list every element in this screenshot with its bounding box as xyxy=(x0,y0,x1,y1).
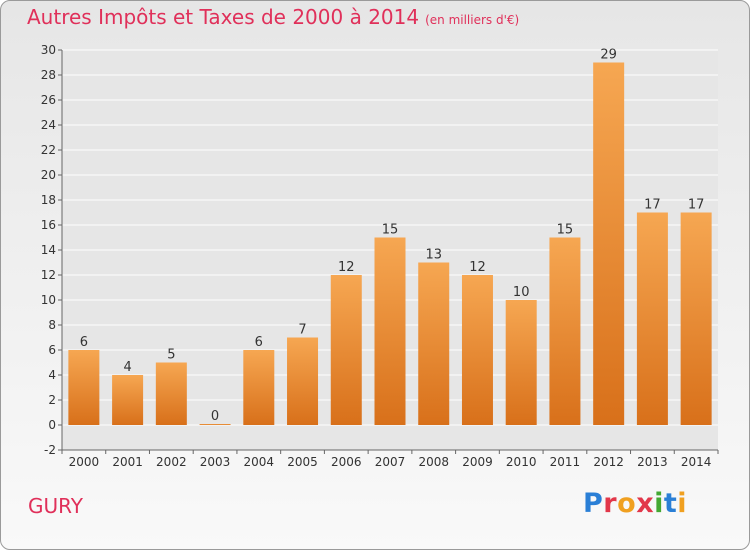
data-label-2002: 5 xyxy=(167,348,175,363)
y-tick-label: 10 xyxy=(41,293,56,307)
x-tick-label-2004: 2004 xyxy=(244,455,275,469)
bars: 6 4 5 0 6 7 12 15 13 12 10 15 29 17 17 xyxy=(68,48,712,425)
data-label-2009: 12 xyxy=(469,260,486,275)
bar-2005 xyxy=(287,337,319,425)
x-tick-label-2010: 2010 xyxy=(506,455,537,469)
data-label-2008: 13 xyxy=(425,248,442,263)
bar-2001 xyxy=(112,375,144,425)
x-tick-label-2003: 2003 xyxy=(200,455,231,469)
bar-2006 xyxy=(330,275,362,425)
bar-2003 xyxy=(199,424,231,425)
data-label-2013: 17 xyxy=(644,198,661,213)
y-tick-label: 20 xyxy=(41,168,56,182)
data-label-2007: 15 xyxy=(382,223,399,238)
bar-2004 xyxy=(243,350,275,425)
y-tick-label: 24 xyxy=(41,118,56,132)
x-tick-label-2001: 2001 xyxy=(112,455,143,469)
bar-2007 xyxy=(374,237,406,425)
bar-2012 xyxy=(593,62,625,425)
y-tick-label: 28 xyxy=(41,68,56,82)
data-label-2004: 6 xyxy=(255,335,263,350)
y-tick-label: 2 xyxy=(48,393,56,407)
data-label-2012: 29 xyxy=(600,48,617,63)
y-tick-label: 0 xyxy=(48,418,56,432)
data-label-2011: 15 xyxy=(557,223,574,238)
y-tick-label: 26 xyxy=(41,93,56,107)
y-tick-label: 30 xyxy=(41,43,56,57)
x-tick-label-2005: 2005 xyxy=(287,455,318,469)
bar-2009 xyxy=(461,275,493,425)
x-axis: 2000 2001 2002 2003 2004 2005 2006 2007 2008 2009… xyxy=(61,450,719,469)
y-tick-label: 22 xyxy=(41,143,56,157)
y-tick-label: 16 xyxy=(41,218,56,232)
x-tick-label-2006: 2006 xyxy=(331,455,362,469)
x-tick-label-2007: 2007 xyxy=(375,455,406,469)
x-tick-label-2014: 2014 xyxy=(681,455,712,469)
chart-subtitle: (en milliers d'€) xyxy=(425,13,520,27)
y-tick-label: 6 xyxy=(48,343,56,357)
data-label-2005: 7 xyxy=(298,323,306,338)
y-tick-label: 18 xyxy=(41,193,56,207)
x-tick-label-2002: 2002 xyxy=(156,455,187,469)
bar-2008 xyxy=(418,262,450,425)
data-label-2001: 4 xyxy=(123,360,131,375)
y-tick-label: 8 xyxy=(48,318,56,332)
x-tick-label-2009: 2009 xyxy=(462,455,493,469)
bar-2013 xyxy=(636,212,668,425)
data-label-2006: 12 xyxy=(338,260,355,275)
x-tick-label-2000: 2000 xyxy=(69,455,100,469)
x-tick-label-2013: 2013 xyxy=(637,455,668,469)
x-tick-label-2008: 2008 xyxy=(418,455,449,469)
bar-2000 xyxy=(68,350,100,425)
bar-2014 xyxy=(680,212,712,425)
proxiti-logo: Proxiti xyxy=(583,488,688,519)
chart-title-block: Autres Impôts et Taxes de 2000 à 2014 (en… xyxy=(27,5,519,29)
y-tick-label: 4 xyxy=(48,368,56,382)
bar-2010 xyxy=(505,300,537,425)
commune-name: GURY xyxy=(28,494,83,518)
bar-2011 xyxy=(549,237,581,425)
x-tick-label-2011: 2011 xyxy=(550,455,581,469)
bar-2002 xyxy=(155,362,187,425)
x-tick-label-2012: 2012 xyxy=(593,455,624,469)
data-label-2000: 6 xyxy=(80,335,88,350)
y-tick-label: 14 xyxy=(41,243,56,257)
y-tick-label: -2 xyxy=(44,443,56,457)
data-label-2014: 17 xyxy=(688,198,705,213)
data-label-2010: 10 xyxy=(513,285,530,300)
data-label-2003: 0 xyxy=(211,409,219,424)
chart-title: Autres Impôts et Taxes de 2000 à 2014 xyxy=(27,5,420,29)
y-tick-label: 12 xyxy=(41,268,56,282)
